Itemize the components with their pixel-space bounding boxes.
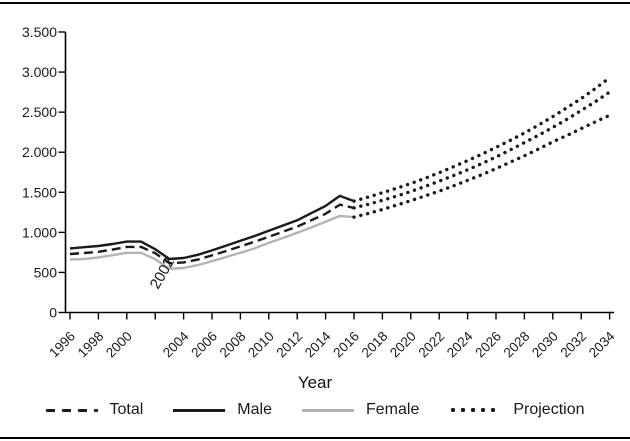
- x-tick-label: 2020: [387, 329, 419, 361]
- legend-item-female: Female: [301, 401, 420, 419]
- dashed-line-sample-icon: [45, 408, 98, 412]
- legend-label-male: Male: [237, 401, 272, 418]
- x-tick-label: 2006: [188, 329, 220, 361]
- displaced-x-tick-label-2002: 2002: [147, 255, 178, 292]
- series-female: [69, 214, 355, 270]
- legend: Total Male Female Projection: [0, 401, 630, 419]
- x-tick-label: 2018: [359, 329, 391, 361]
- dotted-line-sample-icon: [449, 407, 502, 413]
- x-tick-label: 2012: [273, 329, 305, 361]
- x-tick-label: 2032: [557, 329, 589, 361]
- series-male-projection: [352, 75, 612, 203]
- y-tick-label: 1.500: [22, 184, 57, 200]
- x-tick-label: 2014: [302, 328, 334, 360]
- y-tick-label: 500: [34, 264, 58, 280]
- y-tick-label: 3.000: [22, 64, 57, 80]
- x-tick-label: 2028: [501, 329, 533, 361]
- legend-item-male: Male: [173, 401, 272, 419]
- series-total-projection: [352, 90, 612, 210]
- y-tick-label: 3.500: [22, 24, 57, 40]
- x-tick-label: 2022: [415, 329, 447, 361]
- x-tick-label: 2024: [444, 328, 476, 360]
- x-tick-label: 2034: [586, 328, 618, 360]
- series-male: [69, 194, 355, 261]
- legend-item-total: Total: [45, 401, 144, 419]
- x-tick-label: 2026: [472, 329, 504, 361]
- legend-label-female: Female: [365, 401, 420, 418]
- bottom-border-rule: [0, 437, 630, 439]
- solid-black-line-sample-icon: [173, 408, 226, 412]
- series-female-projection: [352, 113, 612, 219]
- y-tick-label: 0: [49, 305, 57, 321]
- series-total: [69, 203, 355, 265]
- x-tick-label: 2004: [160, 328, 192, 360]
- y-tick-label: 2.000: [22, 144, 57, 160]
- line-chart: 0 500 1.000 1.500 2.000 2.500 3.000 3.500 199619…: [22, 24, 618, 361]
- legend-label-total: Total: [109, 401, 144, 418]
- legend-label-projection: Projection: [513, 401, 585, 418]
- top-border-rule: [0, 2, 630, 4]
- solid-gray-line-sample-icon: [301, 408, 354, 412]
- legend-item-projection: Projection: [449, 401, 585, 419]
- x-tick-label: 1998: [75, 329, 107, 361]
- x-tick-label: 2010: [245, 329, 277, 361]
- x-axis-title: Year: [297, 373, 333, 392]
- y-tick-label: 2.500: [22, 104, 57, 120]
- x-tick-label: 2030: [529, 329, 561, 361]
- y-tick-label: 1.000: [22, 224, 57, 240]
- x-tick-label: 2000: [103, 329, 135, 361]
- x-tick-label: 2016: [330, 329, 362, 361]
- x-tick-label: 1996: [46, 329, 78, 361]
- x-tick-label: 2008: [217, 329, 249, 361]
